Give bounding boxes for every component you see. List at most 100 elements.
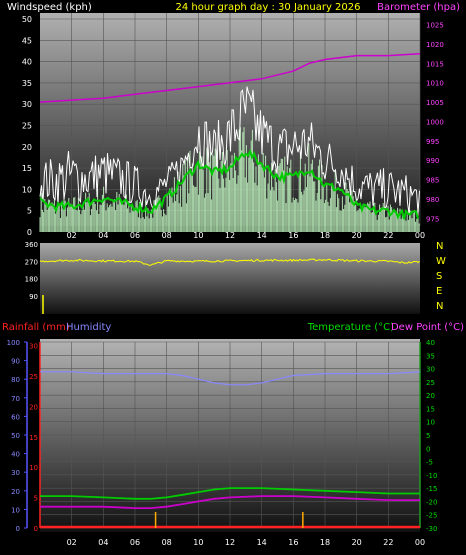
temperature-x-tick-label: 02 xyxy=(67,538,77,547)
barometer-axis-title: Barometer (hpa) xyxy=(377,2,460,13)
wind-x-tick-label: 04 xyxy=(98,231,108,240)
humidity-tick-label: 30 xyxy=(11,469,20,477)
temperature-tick-label: 10 xyxy=(426,419,435,427)
average-wind-series xyxy=(39,148,419,220)
temperature-tick-label: 5 xyxy=(426,432,430,440)
barometer-tick-label: 1025 xyxy=(426,22,444,30)
direction-panel xyxy=(40,243,420,314)
humidity-tick-label: 40 xyxy=(11,451,20,459)
barometer-tick-label: 1010 xyxy=(426,80,444,88)
wind-x-tick-label: 18 xyxy=(320,231,330,240)
wind-tick-label: 10 xyxy=(22,185,32,194)
wind-tick-label: 0 xyxy=(27,228,32,237)
compass-label: E xyxy=(436,286,442,297)
barometer-tick-label: 980 xyxy=(426,196,439,204)
rainfall-tick-label: 0 xyxy=(34,525,38,533)
direction-tick-label: 360 xyxy=(25,241,38,249)
windspeed-series xyxy=(39,86,420,214)
rainfall-tick-label: 25 xyxy=(29,373,38,381)
chart-title: 24 hour graph day : 30 January 2026 xyxy=(176,2,361,13)
temperature-x-tick-label: 14 xyxy=(257,538,267,547)
temperature-tick-label: 40 xyxy=(426,339,435,347)
humidity-series xyxy=(40,371,421,386)
temperature-x-tick-label: 20 xyxy=(352,538,362,547)
wind-x-tick-label: 12 xyxy=(225,231,235,240)
wind-x-tick-label: 14 xyxy=(257,231,267,240)
wind-tick-label: 20 xyxy=(22,143,32,152)
humidity-tick-label: 10 xyxy=(11,506,20,514)
compass-label: S xyxy=(436,271,442,282)
temperature-x-tick-label: 06 xyxy=(130,538,140,547)
temperature-tick-label: -25 xyxy=(426,512,437,520)
compass-label: W xyxy=(436,256,446,267)
humidity-tick-label: 100 xyxy=(7,339,20,347)
wind-tick-label: 50 xyxy=(22,15,32,24)
temperature-x-tick-label: 10 xyxy=(193,538,203,547)
direction-tick-label: 90 xyxy=(29,293,38,301)
temperature-series xyxy=(40,487,420,500)
temperature-x-tick-label: 16 xyxy=(288,538,298,547)
direction-tick-label: 180 xyxy=(25,276,38,284)
rainfall-axis-title: Rainfall (mm) xyxy=(2,322,70,333)
dew-point-series xyxy=(40,495,420,510)
humidity-tick-label: 20 xyxy=(11,488,20,496)
wind-x-tick-label: 16 xyxy=(288,231,298,240)
temperature-x-tick-label: 08 xyxy=(162,538,172,547)
wind-x-tick-label: 22 xyxy=(383,231,393,240)
temperature-x-tick-label: 12 xyxy=(225,538,235,547)
temperature-tick-label: 20 xyxy=(426,392,435,400)
wind-tick-label: 35 xyxy=(22,79,32,88)
wind-x-tick-label: 06 xyxy=(130,231,140,240)
barometer-tick-label: 1000 xyxy=(426,118,444,126)
wind-tick-label: 45 xyxy=(22,36,32,45)
rainfall-tick-label: 30 xyxy=(29,343,38,351)
temperature-tick-label: -10 xyxy=(426,472,437,480)
wind-x-tick-label: 00 xyxy=(415,231,425,240)
barometer-tick-label: 985 xyxy=(426,177,439,185)
barometer-tick-label: 1005 xyxy=(426,99,444,107)
wind-tick-label: 40 xyxy=(22,58,32,67)
rainfall-tick-label: 10 xyxy=(29,464,38,472)
barometer-tick-label: 995 xyxy=(426,138,439,146)
direction-tick-label: 270 xyxy=(25,258,38,266)
humidity-tick-label: 60 xyxy=(11,413,20,421)
wind-direction-series xyxy=(39,258,420,266)
temperature-tick-label: 15 xyxy=(426,405,435,413)
wind-tick-label: 5 xyxy=(27,207,32,216)
temperature-tick-label: 30 xyxy=(426,366,435,374)
barometer-tick-label: 990 xyxy=(426,157,439,165)
rainfall-tick-label: 15 xyxy=(29,434,38,442)
humidity-tick-label: 90 xyxy=(11,358,20,366)
wind-tick-label: 30 xyxy=(22,100,32,109)
temperature-x-tick-label: 04 xyxy=(98,538,108,547)
wind-tick-label: 15 xyxy=(22,164,32,173)
temperature-x-tick-label: 18 xyxy=(320,538,330,547)
rainfall-tick-label: 20 xyxy=(29,403,38,411)
temperature-tick-label: -30 xyxy=(426,525,437,533)
temperature-axis-title: Temperature (°C) xyxy=(307,322,394,333)
barometer-tick-label: 1015 xyxy=(426,60,444,68)
windspeed-axis-title: Windspeed (kph) xyxy=(7,2,92,13)
temperature-tick-label: -15 xyxy=(426,485,437,493)
humidity-tick-label: 50 xyxy=(11,432,20,440)
temperature-x-tick-label: 00 xyxy=(415,538,425,547)
barometer-series xyxy=(39,52,421,103)
wind-x-tick-label: 10 xyxy=(193,231,203,240)
temperature-tick-label: 0 xyxy=(426,445,430,453)
temperature-tick-label: 25 xyxy=(426,379,435,387)
humidity-tick-label: 80 xyxy=(11,376,20,384)
temperature-x-tick-label: 22 xyxy=(383,538,393,547)
humidity-tick-label: 0 xyxy=(16,525,20,533)
wind-x-tick-label: 02 xyxy=(67,231,77,240)
barometer-tick-label: 1020 xyxy=(426,41,444,49)
compass-label: N xyxy=(436,301,443,312)
dew-point-axis-title: Dew Point (°C) xyxy=(391,322,464,333)
temperature-tick-label: -5 xyxy=(426,459,433,467)
humidity-tick-label: 70 xyxy=(11,395,20,403)
temperature-tick-label: -20 xyxy=(426,498,437,506)
wind-x-tick-label: 08 xyxy=(162,231,172,240)
rainfall-tick-label: 5 xyxy=(34,495,38,503)
wind-x-tick-label: 20 xyxy=(352,231,362,240)
